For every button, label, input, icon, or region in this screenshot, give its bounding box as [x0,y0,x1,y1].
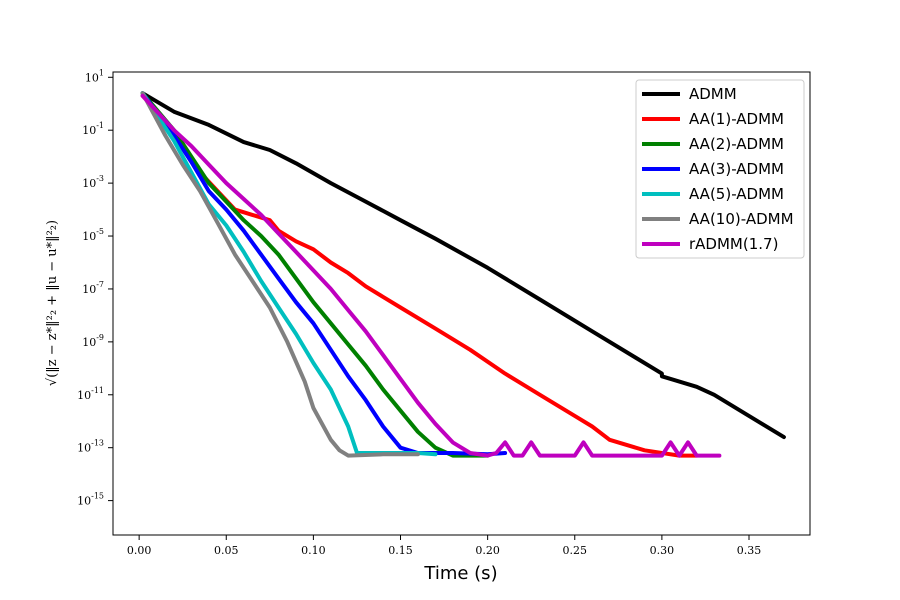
series-line [140,91,490,458]
series-line [140,91,508,457]
series-line [140,93,722,458]
series-line [140,91,786,440]
x-tick-label: 0.00 [127,544,152,557]
legend-label: AA(3)-ADMM [689,160,784,178]
plot-area [112,71,811,536]
legend-label: ADMM [689,85,737,103]
y-tick-label: 10-1 [82,121,104,137]
series-line [140,91,420,458]
y-tick-label: 10-7 [82,280,104,296]
x-tick-label: 0.15 [388,544,413,557]
legend-label: AA(5)-ADMM [689,185,784,203]
y-axis-title: √(‖z − z*‖²₂ + ‖u − u*‖²₂) [45,220,60,386]
legend: ADMM AA(1)-ADMM AA(2)-ADMM AA(3)-ADMM AA(5)-… [635,79,805,259]
legend-box [635,79,805,259]
y-tick-label: 10-11 [77,386,104,402]
x-tick-label: 0.05 [214,544,239,557]
series-layer [140,91,786,458]
x-tick-label: 0.10 [301,544,326,557]
y-tick-label: 10-13 [77,439,104,455]
legend-label: rADMM(1.7) [689,235,778,253]
x-tick-label: 0.25 [563,544,588,557]
x-tick-label: 0.30 [650,544,675,557]
x-tick-label: 0.20 [475,544,500,557]
y-tick-label: 10-9 [82,333,104,349]
legend-label: AA(1)-ADMM [689,110,784,128]
legend-label: AA(10)-ADMM [689,210,794,228]
legend-label: AA(2)-ADMM [689,135,784,153]
y-tick-label: 10-15 [77,492,104,508]
y-tick-label: 10-5 [82,227,104,243]
series-line [140,93,699,458]
axis-layer: 0.00 0.05 0.10 0.15 0.20 0.25 0.30 0.3510110-11… [77,68,761,557]
x-axis-title: Time (s) [423,563,497,584]
x-tick-label: 0.35 [737,544,762,557]
y-tick-label: 101 [85,68,104,84]
y-tick-label: 10-3 [82,174,104,190]
